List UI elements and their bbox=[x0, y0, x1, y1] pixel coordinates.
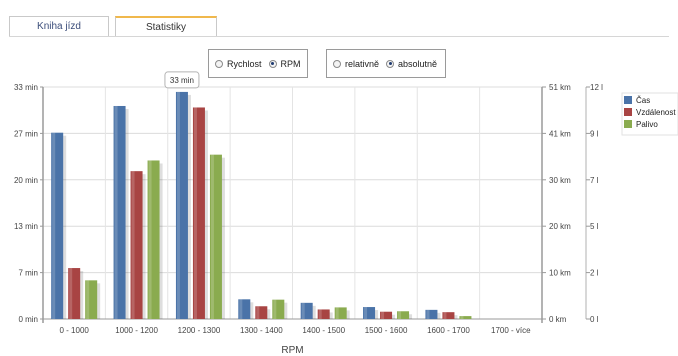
scale-toggle: relativně absolutně bbox=[326, 49, 446, 78]
bar-highlight bbox=[210, 154, 214, 319]
tick-label-fuel: 9 l bbox=[590, 129, 599, 138]
tooltip-text: 33 min bbox=[170, 76, 194, 85]
tick-label-fuel: 2 l bbox=[590, 269, 599, 278]
bar-highlight bbox=[273, 299, 277, 319]
bar-highlight bbox=[443, 312, 447, 319]
bar-highlight bbox=[256, 306, 260, 319]
bar-highlight bbox=[381, 311, 385, 319]
bar-highlight bbox=[398, 311, 402, 319]
bar-highlight bbox=[335, 307, 339, 319]
radio-absolutne[interactable] bbox=[386, 59, 395, 68]
legend-swatch bbox=[624, 120, 632, 128]
mode-toggle: Rychlost RPM bbox=[208, 49, 308, 78]
tick-label-time: 7 min bbox=[18, 269, 38, 278]
tick-label-fuel: 5 l bbox=[590, 222, 599, 231]
bar-palivo[interactable] bbox=[85, 280, 98, 319]
bar-čas[interactable] bbox=[51, 132, 64, 319]
option-relativne[interactable]: relativně bbox=[333, 59, 379, 69]
bar-vzdálenost[interactable] bbox=[380, 311, 393, 319]
category-label: 1300 - 1400 bbox=[240, 326, 283, 335]
option-absolutne[interactable]: absolutně bbox=[386, 59, 437, 69]
bar-highlight bbox=[86, 280, 90, 319]
legend-label: Čas bbox=[636, 96, 650, 105]
option-rpm-label: RPM bbox=[280, 58, 301, 69]
tick-label-time: 33 min bbox=[14, 83, 38, 92]
bar-highlight bbox=[131, 171, 135, 319]
tick-label-time: 20 min bbox=[14, 176, 38, 185]
category-label: 1500 - 1600 bbox=[365, 326, 408, 335]
tick-label-distance: 30 km bbox=[549, 176, 571, 185]
bar-čas[interactable] bbox=[300, 302, 313, 319]
bar-highlight bbox=[460, 316, 464, 319]
bar-vzdálenost[interactable] bbox=[68, 268, 81, 319]
tick-label-time: 27 min bbox=[14, 129, 38, 138]
category-label: 1200 - 1300 bbox=[178, 326, 221, 335]
tab-kniha-jizd[interactable]: Kniha jízd bbox=[9, 16, 109, 36]
bar-highlight bbox=[148, 160, 152, 319]
bar-vzdálenost[interactable] bbox=[317, 309, 330, 319]
option-absolutne-label: absolutně bbox=[398, 58, 438, 69]
bar-palivo[interactable] bbox=[397, 311, 410, 319]
tick-label-fuel: 0 l bbox=[590, 315, 599, 324]
category-label: 1700 - více bbox=[491, 326, 531, 335]
bar-highlight bbox=[193, 107, 197, 320]
tab-divider bbox=[9, 36, 669, 37]
bar-highlight bbox=[364, 307, 368, 319]
tick-label-distance: 20 km bbox=[549, 222, 571, 231]
x-axis-title: RPM bbox=[281, 345, 303, 356]
bar-highlight bbox=[114, 105, 118, 320]
option-rpm[interactable]: RPM bbox=[268, 58, 301, 69]
radio-relativne[interactable] bbox=[333, 59, 341, 68]
bar-vzdálenost[interactable] bbox=[130, 171, 143, 319]
bar-vzdálenost[interactable] bbox=[442, 312, 455, 319]
legend-label: Vzdálenost bbox=[636, 108, 676, 117]
bar-čas[interactable] bbox=[425, 309, 438, 319]
bar-highlight bbox=[176, 91, 180, 320]
bar-palivo[interactable] bbox=[147, 160, 160, 319]
bar-palivo[interactable] bbox=[209, 154, 222, 319]
tick-label-distance: 51 km bbox=[549, 83, 571, 92]
option-relativne-label: relativně bbox=[345, 58, 380, 69]
tick-label-distance: 0 km bbox=[549, 315, 567, 324]
bar-highlight bbox=[239, 299, 243, 319]
category-label: 1600 - 1700 bbox=[427, 326, 470, 335]
tick-label-distance: 10 km bbox=[549, 269, 571, 278]
bar-čas[interactable] bbox=[363, 307, 376, 319]
bar-palivo[interactable] bbox=[334, 307, 347, 319]
legend-swatch bbox=[624, 108, 632, 116]
bar-palivo[interactable] bbox=[459, 316, 472, 319]
bar-palivo[interactable] bbox=[272, 299, 285, 319]
tick-label-time: 0 min bbox=[18, 315, 38, 324]
legend-swatch bbox=[624, 96, 632, 104]
tab-statistiky[interactable]: Statistiky bbox=[115, 16, 217, 36]
radio-rpm[interactable] bbox=[268, 59, 277, 68]
bar-čas[interactable] bbox=[175, 91, 188, 320]
bar-čas[interactable] bbox=[238, 299, 251, 319]
bar-vzdálenost[interactable] bbox=[192, 107, 205, 320]
option-rychlost-label: Rychlost bbox=[227, 58, 262, 69]
bar-highlight bbox=[318, 309, 322, 319]
radio-rychlost[interactable] bbox=[215, 59, 223, 68]
bar-highlight bbox=[426, 309, 430, 319]
bar-čas[interactable] bbox=[113, 105, 126, 320]
bar-highlight bbox=[69, 268, 73, 319]
legend-label: Palivo bbox=[636, 120, 658, 129]
bar-highlight bbox=[52, 132, 56, 319]
tooltip bbox=[164, 71, 200, 89]
tick-label-distance: 41 km bbox=[549, 129, 571, 138]
option-rychlost[interactable]: Rychlost bbox=[215, 59, 262, 69]
tick-label-fuel: 12 l bbox=[590, 83, 603, 92]
tick-label-fuel: 7 l bbox=[590, 176, 599, 185]
bar-vzdálenost[interactable] bbox=[255, 306, 268, 319]
category-label: 1000 - 1200 bbox=[115, 326, 158, 335]
category-label: 1400 - 1500 bbox=[302, 326, 345, 335]
category-label: 0 - 1000 bbox=[60, 326, 90, 335]
tick-label-time: 13 min bbox=[14, 222, 38, 231]
bar-highlight bbox=[301, 302, 305, 319]
